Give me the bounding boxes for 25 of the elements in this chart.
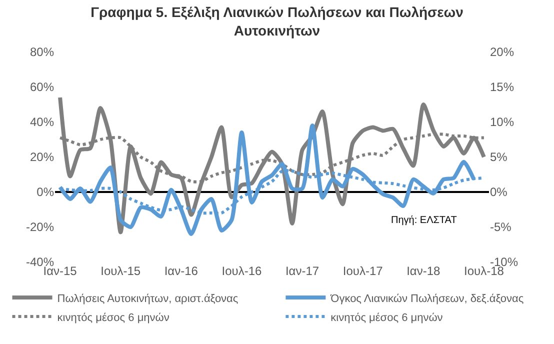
y-tick-label: 40%	[30, 115, 54, 130]
y-tick-label: 60%	[30, 80, 54, 94]
y2-tick-label: 5%	[490, 150, 508, 164]
y-tick-label: 80%	[30, 45, 54, 60]
annotation: Πηγή: ΕΛΣΤΑΤ	[391, 215, 457, 226]
x-tick-label: Ιουλ-16	[222, 264, 262, 278]
x-tick-label: Ιουλ-17	[342, 264, 384, 278]
chart-title: Γραφημα 5. Εξέλιξη Λιανικών Πωλήσεων και Πωλήσεων Αυτοκινήτων	[90, 4, 464, 38]
y2-tick-label: 15%	[490, 80, 514, 94]
y-tick-label: 20%	[30, 150, 54, 164]
y-tick-label: -20%	[26, 220, 54, 234]
legend-label: κινητός μέσος 6 μηνών	[330, 312, 444, 324]
x-tick-label: Ιουλ-15	[100, 264, 141, 278]
legend-label: Όγκος Λιανικών Πωλήσεων, δεξ.άξονας	[330, 292, 524, 305]
line-series	[58, 96, 486, 234]
legend-label: Πωλήσεις Αυτοκινήτων, αριστ.άξονας	[57, 292, 238, 305]
y2-tick-label: 0%	[490, 185, 508, 200]
y-tick-label: 0%	[36, 185, 54, 200]
x-tick-label: Ιαν-18	[406, 264, 441, 278]
y2-tick-label: 20%	[490, 45, 514, 60]
x-tick-label: Ιαν-16	[164, 264, 198, 278]
x-tick-label: Ιαν-17	[285, 264, 320, 278]
legend-label: κινητός μέσος 6 μηνών	[57, 312, 170, 324]
y2-tick-label: -5%	[490, 220, 512, 234]
y2-tick-label: 10%	[490, 115, 514, 130]
